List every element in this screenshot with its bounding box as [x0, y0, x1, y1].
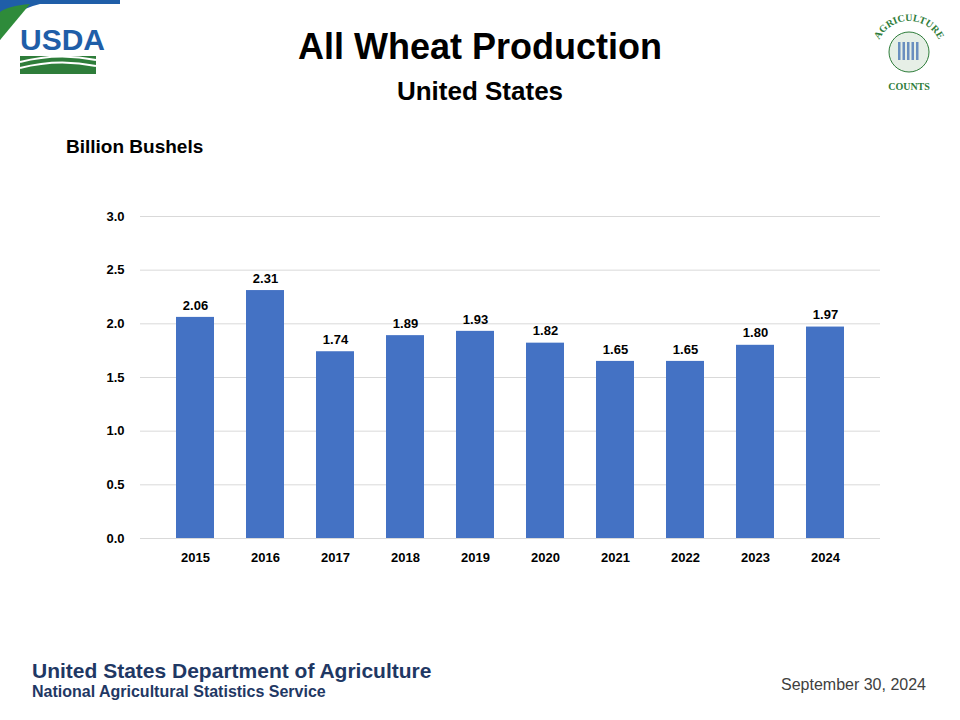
- html-text:September 30, 2024: September 30, 2024: [781, 676, 926, 693]
- html-text:United States Department of Ag: United States Department of Agriculture: [32, 659, 432, 682]
- svg-text:3.0: 3.0: [106, 209, 124, 224]
- svg-text:1.65: 1.65: [673, 342, 698, 357]
- svg-text:2018: 2018: [391, 550, 420, 565]
- svg-text:1.82: 1.82: [533, 323, 558, 338]
- html-text:National Agricultural Statisti: National Agricultural Statistics Service: [32, 683, 326, 700]
- html-text:All Wheat Production: All Wheat Production: [298, 26, 662, 67]
- svg-text:2.0: 2.0: [106, 316, 124, 331]
- svg-text:2021: 2021: [601, 550, 630, 565]
- svg-text:1.97: 1.97: [813, 307, 838, 322]
- svg-text:2019: 2019: [461, 550, 490, 565]
- svg-text:2015: 2015: [181, 550, 210, 565]
- svg-text:2023: 2023: [741, 550, 770, 565]
- svg-text:2024: 2024: [811, 550, 841, 565]
- svg-text:1.80: 1.80: [743, 325, 768, 340]
- svg-text:2.06: 2.06: [183, 298, 208, 313]
- svg-text:AGRICULTURE: AGRICULTURE: [871, 12, 946, 41]
- svg-text:1.93: 1.93: [463, 312, 488, 327]
- svg-text:2016: 2016: [251, 550, 280, 565]
- svg-text:0.0: 0.0: [106, 531, 124, 546]
- svg-text:2017: 2017: [321, 550, 350, 565]
- svg-text:USDA: USDA: [20, 23, 105, 56]
- svg-text:1.0: 1.0: [106, 423, 124, 438]
- svg-text:2.5: 2.5: [106, 262, 124, 277]
- svg-text:1.5: 1.5: [106, 370, 124, 385]
- svg-text:1.65: 1.65: [603, 342, 628, 357]
- svg-text:2.31: 2.31: [253, 271, 278, 286]
- svg-text:0.5: 0.5: [106, 477, 124, 492]
- svg-text:COUNTS: COUNTS: [888, 81, 930, 92]
- svg-text:2022: 2022: [671, 550, 700, 565]
- html-text:United States: United States: [396, 76, 564, 106]
- svg-text:2020: 2020: [531, 550, 560, 565]
- svg-text:1.89: 1.89: [393, 316, 418, 331]
- svg-text:1.74: 1.74: [323, 332, 349, 347]
- html-text:Billion Bushels: Billion Bushels: [66, 136, 204, 157]
